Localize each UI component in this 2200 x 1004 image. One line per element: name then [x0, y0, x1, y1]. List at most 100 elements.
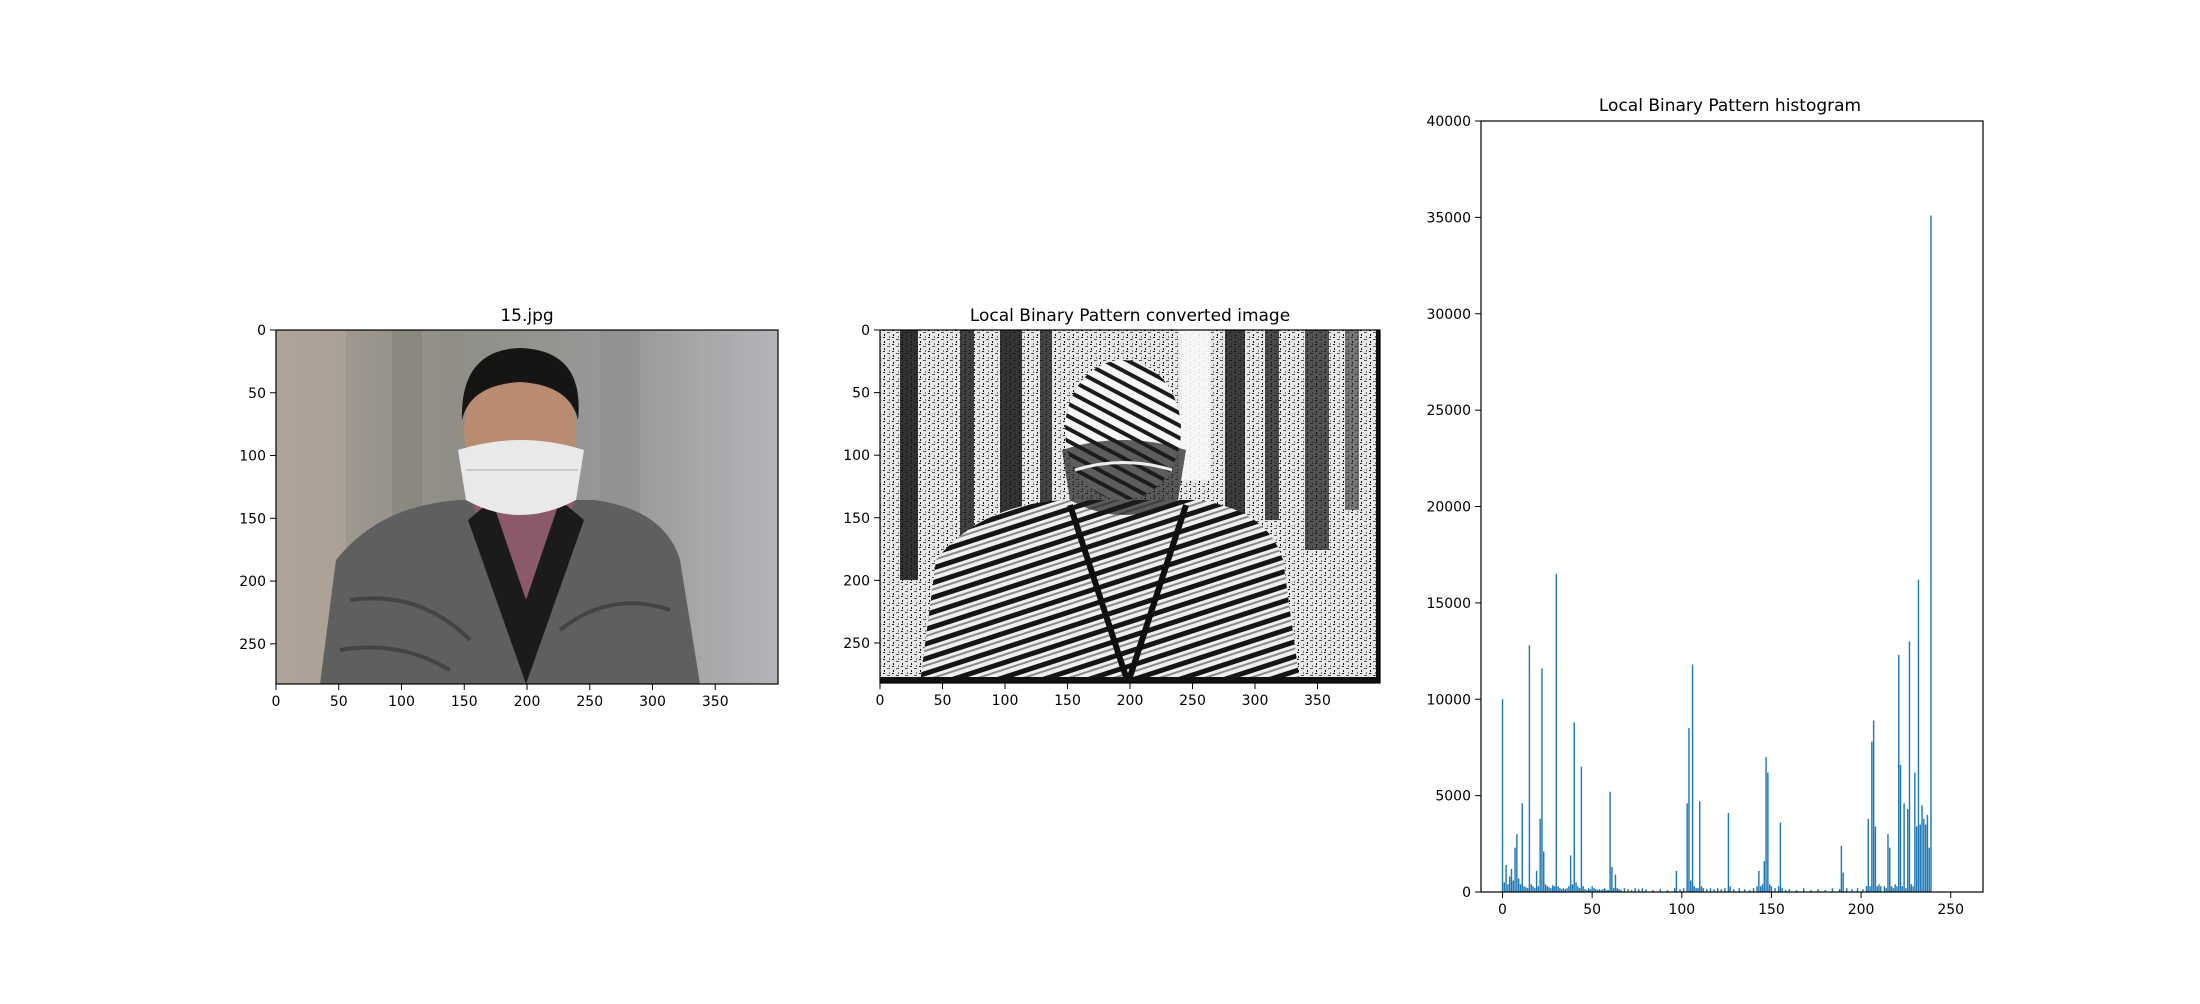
lbp-y-tick-label: 150	[843, 511, 870, 527]
histogram-bar	[1682, 888, 1685, 892]
histogram-bar	[1867, 818, 1869, 892]
histogram-bar	[1514, 847, 1516, 892]
histogram-bar	[1673, 888, 1676, 892]
histogram-bar	[1758, 870, 1760, 892]
histogram-bar	[1763, 861, 1765, 892]
lbp-title: Local Binary Pattern converted image	[970, 306, 1290, 326]
histogram-bar	[1706, 889, 1708, 892]
histogram-bar	[1878, 884, 1880, 892]
photo-title: 15.jpg	[500, 306, 553, 326]
histogram-bar	[1824, 890, 1826, 892]
histogram-y-tick-label: 0	[1462, 885, 1471, 901]
histogram-bar	[1872, 720, 1875, 892]
histogram-bar	[1779, 822, 1782, 892]
histogram-bar	[1759, 886, 1762, 892]
histogram-y-tick-label: 20000	[1426, 500, 1471, 516]
photo-x-tick-label: 100	[388, 694, 415, 710]
histogram-bar	[1851, 889, 1853, 892]
histogram-bar	[1641, 888, 1644, 892]
histogram-bar	[1761, 884, 1764, 892]
histogram-bar	[1926, 814, 1929, 892]
histogram-bar	[1591, 886, 1593, 892]
histogram-bar	[1595, 889, 1597, 892]
histogram-bar	[1702, 888, 1705, 892]
histogram-bar	[1810, 890, 1812, 892]
histogram-bar	[1612, 888, 1615, 892]
histogram-bar	[1618, 889, 1620, 892]
histogram-bar	[1582, 886, 1584, 892]
histogram-x-tick-label: 150	[1758, 902, 1785, 918]
histogram-bar	[1831, 888, 1834, 892]
histogram-bar	[1560, 889, 1563, 892]
histogram-bar	[1584, 889, 1586, 892]
photo-x-tick-label: 50	[330, 694, 348, 710]
histogram-bar	[1914, 772, 1916, 892]
lbp-panel: Local Binary Pattern converted image	[843, 306, 1381, 709]
histogram-bar	[1573, 722, 1575, 892]
photo-image	[276, 330, 778, 684]
histogram-bar	[1930, 215, 1932, 892]
photo-x-tick-label: 150	[451, 694, 478, 710]
histogram-bar	[1627, 889, 1629, 892]
histogram-bar	[1781, 888, 1783, 892]
histogram-bar	[1548, 887, 1550, 892]
histogram-title: Local Binary Pattern histogram	[1599, 96, 1861, 116]
photo-panel: 15.jpg	[239, 306, 779, 710]
histogram-bar	[1749, 890, 1751, 892]
histogram-bar	[1928, 847, 1930, 892]
histogram-bar	[1526, 888, 1529, 892]
histogram-bar	[1620, 890, 1622, 892]
histogram-bar	[1666, 890, 1669, 892]
histogram-bar	[1623, 888, 1626, 892]
lbp-y-tick-label: 0	[861, 323, 870, 339]
histogram-bar	[1896, 886, 1898, 892]
histogram-bar	[1865, 886, 1868, 892]
histogram-bar	[1768, 884, 1771, 892]
histogram-bar	[1846, 888, 1848, 892]
photo-x-tick-label: 350	[702, 694, 729, 710]
histogram-bar	[1915, 826, 1918, 892]
histogram-bar	[1544, 884, 1547, 892]
histogram-bar	[1609, 791, 1611, 892]
histogram-bar	[1908, 641, 1911, 892]
histogram-bar	[1521, 803, 1523, 892]
histogram-bar	[1885, 888, 1887, 892]
lbp-axis-ticks: 0 50 100 150 200 250 300 350 0 50 100 150 200 250	[843, 323, 1331, 709]
histogram-bar	[1510, 868, 1513, 892]
histogram-bar	[1568, 886, 1570, 892]
histogram-bar	[1587, 888, 1590, 892]
lbp-x-tick-label: 250	[1179, 693, 1206, 709]
histogram-bar	[1802, 888, 1805, 892]
histogram-bar	[1910, 884, 1913, 892]
histogram-bar	[1695, 888, 1697, 892]
histogram-bar	[1557, 886, 1559, 892]
photo-x-tick-label: 0	[272, 694, 281, 710]
histogram-bar	[1614, 874, 1617, 892]
histogram-bar	[1903, 803, 1905, 892]
histogram-bar	[1539, 818, 1541, 892]
histogram-bar	[1519, 884, 1522, 892]
photo-y-tick-label: 50	[248, 386, 266, 402]
histogram-bar	[1550, 888, 1552, 892]
histogram-bar	[1693, 886, 1696, 892]
histogram-bar	[1523, 886, 1525, 892]
histogram-bar	[1564, 889, 1566, 892]
lbp-y-tick-label: 200	[843, 573, 870, 589]
lbp-image	[880, 330, 1380, 683]
histogram-bar	[1733, 889, 1735, 892]
histogram-y-tick-label: 35000	[1426, 210, 1471, 226]
photo-y-tick-label: 200	[239, 574, 266, 590]
histogram-bar	[1551, 885, 1554, 892]
histogram-bar	[1562, 888, 1565, 892]
lbp-x-tick-label: 200	[1117, 693, 1144, 709]
histogram-bar	[1889, 847, 1891, 892]
histogram-bar	[1817, 889, 1819, 892]
histogram-bar	[1898, 654, 1900, 892]
lbp-y-tick-label: 100	[843, 448, 870, 464]
histogram-bar	[1516, 834, 1518, 892]
histogram-bar	[1575, 882, 1577, 892]
histogram-bar	[1777, 886, 1780, 892]
histogram-axis-ticks: 0 50 100 150 200 250 0 5000 10000 15000 20000 25000…	[1426, 114, 1964, 918]
histogram-bar	[1686, 803, 1688, 892]
histogram-bar	[1580, 766, 1583, 892]
